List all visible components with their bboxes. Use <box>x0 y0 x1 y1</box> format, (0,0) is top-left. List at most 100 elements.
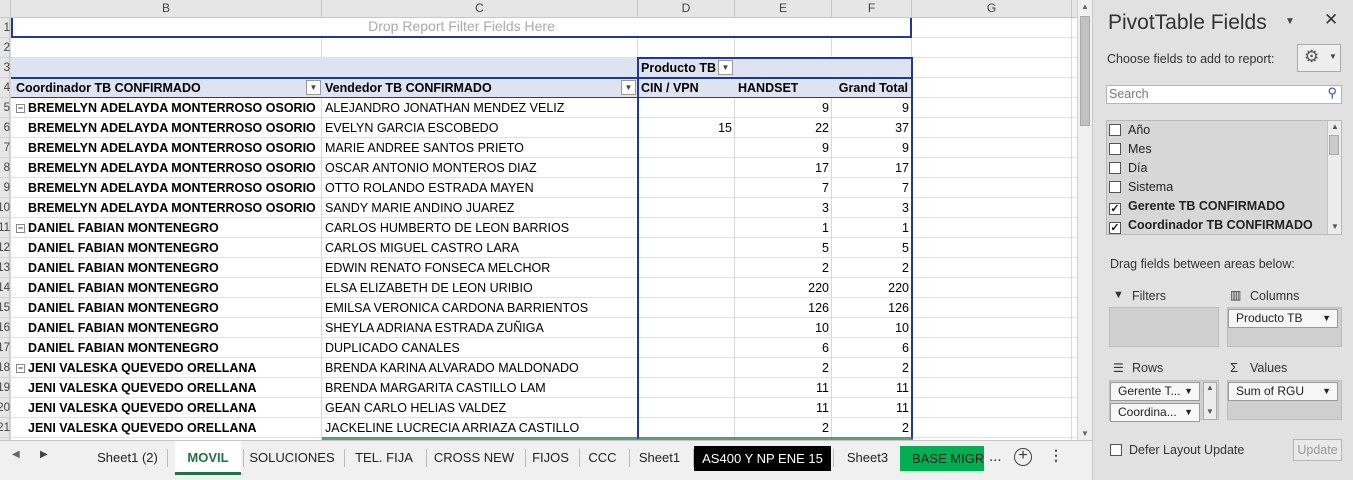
row-header[interactable]: 4 <box>0 78 10 98</box>
close-icon[interactable]: ✕ <box>1324 10 1339 29</box>
column-header-c[interactable]: C <box>322 0 638 18</box>
row-header[interactable]: 1 <box>0 18 10 38</box>
scroll-up-icon[interactable]: ▲ <box>1206 383 1214 392</box>
tab-scroll-right-icon[interactable]: ▶ <box>40 449 48 460</box>
pivot-coordinador-cell[interactable]: JENI VALESKA QUEVEDO ORELLANA <box>28 418 328 438</box>
pivot-value-total[interactable]: 1 <box>902 221 909 235</box>
more-sheets-ellipsis[interactable]: ... <box>989 448 1002 465</box>
row-header[interactable]: 6 <box>0 118 10 138</box>
pivot-coordinador-cell[interactable]: JENI VALESKA QUEVEDO ORELLANA <box>28 398 328 418</box>
scroll-up-icon[interactable]: ▲ <box>1081 2 1089 11</box>
pivot-value-handset[interactable]: 2 <box>822 421 829 435</box>
sheet-tab[interactable]: BASE MIGRA <box>900 446 984 471</box>
checkbox-icon[interactable] <box>1109 124 1121 136</box>
pivot-value-handset[interactable]: 11 <box>816 381 829 395</box>
field-search-box[interactable]: Search ⚲ <box>1106 85 1342 104</box>
rows-area-scrollbar[interactable]: ▲ ▼ <box>1203 382 1217 420</box>
pivot-vendedor-cell[interactable]: ELSA ELIZABETH DE LEON URIBIO <box>325 281 533 295</box>
sheet-tab[interactable]: CCC <box>588 450 617 465</box>
pivot-value-total[interactable]: 11 <box>896 381 909 395</box>
collapse-minus-icon[interactable]: − <box>16 363 25 373</box>
pivot-value-total[interactable]: 126 <box>888 301 909 315</box>
pivot-value-handset[interactable]: 5 <box>822 241 829 255</box>
pivot-value-total[interactable]: 5 <box>902 241 909 255</box>
defer-layout-checkbox[interactable]: Defer Layout Update <box>1110 443 1244 457</box>
pivot-value-total[interactable]: 2 <box>902 421 909 435</box>
row-header[interactable]: 17 <box>0 338 10 358</box>
column-header[interactable] <box>0 0 11 18</box>
field-settings-gear-button[interactable]: ⚙ ▼ <box>1297 44 1341 72</box>
row-header[interactable]: 2 <box>0 38 10 58</box>
tab-scroll-left-icon[interactable]: ◀ <box>12 449 20 460</box>
row-header[interactable]: 16 <box>0 318 10 338</box>
pivot-coordinador-cell[interactable]: DANIEL FABIAN MONTENEGRO <box>28 298 328 318</box>
pivot-vendedor-cell[interactable]: EVELYN GARCIA ESCOBEDO <box>325 121 499 135</box>
pivot-value-total[interactable]: 10 <box>895 321 909 335</box>
pivot-coordinador-cell[interactable]: − JENI VALESKA QUEVEDO ORELLANA <box>16 358 316 378</box>
row-header[interactable]: 12 <box>0 238 10 258</box>
sheet-tab[interactable]: SOLUCIONES <box>249 450 335 465</box>
field-list-item[interactable]: Año <box>1109 121 1150 140</box>
pivot-coordinador-cell[interactable]: DANIEL FABIAN MONTENEGRO <box>28 278 328 298</box>
pivot-value-total[interactable]: 220 <box>888 281 909 295</box>
checkbox-icon[interactable] <box>1109 143 1121 155</box>
column-header-e[interactable]: E <box>735 0 832 18</box>
collapse-minus-icon[interactable]: − <box>16 103 25 113</box>
row-header[interactable]: 10 <box>0 198 10 218</box>
pivot-coordinador-cell[interactable]: BREMELYN ADELAYDA MONTERROSO OSORIO <box>28 118 328 138</box>
more-options-icon[interactable]: ⋮ <box>1049 447 1063 463</box>
sheet-tab[interactable]: TEL. FIJA <box>355 450 413 465</box>
row-header[interactable]: 14 <box>0 278 10 298</box>
pivot-value-total[interactable]: 11 <box>896 401 909 415</box>
pivot-coordinador-cell[interactable]: BREMELYN ADELAYDA MONTERROSO OSORIO <box>28 158 328 178</box>
field-list-item[interactable]: ✓ Gerente TB CONFIRMADO <box>1109 197 1285 216</box>
pivot-vendedor-cell[interactable]: CARLOS MIGUEL CASTRO LARA <box>325 241 520 255</box>
pivot-coordinador-cell[interactable]: BREMELYN ADELAYDA MONTERROSO OSORIO <box>28 138 328 158</box>
row-header[interactable]: 5 <box>0 98 10 118</box>
row-header[interactable]: 3 <box>0 58 10 78</box>
scroll-up-icon[interactable]: ▲ <box>1331 122 1339 131</box>
pivot-vendedor-cell[interactable]: SHEYLA ADRIANA ESTRADA ZUÑIGA <box>325 321 544 335</box>
pivot-value-handset[interactable]: 10 <box>815 321 829 335</box>
pivot-value-total[interactable]: 7 <box>902 181 909 195</box>
pivot-vendedor-cell[interactable]: SANDY MARIE ANDINO JUAREZ <box>325 201 515 215</box>
row-header[interactable]: 11 <box>0 218 10 238</box>
column-header-g[interactable]: G <box>912 0 1072 18</box>
row-header[interactable]: 9 <box>0 178 10 198</box>
pivot-value-total[interactable]: 9 <box>902 101 909 115</box>
pivot-value-total[interactable]: 37 <box>895 121 909 135</box>
vertical-scrollbar[interactable]: ▲ ▼ <box>1077 0 1092 440</box>
update-button[interactable]: Update <box>1293 439 1342 461</box>
scroll-down-icon[interactable]: ▼ <box>1081 429 1089 438</box>
sheet-tab[interactable]: Sheet3 <box>846 450 889 465</box>
pivot-value-total[interactable]: 2 <box>902 361 909 375</box>
column-filter-icon[interactable]: ▼ <box>718 60 733 75</box>
collapse-minus-icon[interactable]: − <box>16 223 25 233</box>
search-input[interactable]: Search <box>1109 87 1149 101</box>
pivot-value-handset[interactable]: 2 <box>822 361 829 375</box>
row-header[interactable]: 8 <box>0 158 10 178</box>
field-list-item[interactable]: ✓ Coordinador TB CONFIRMADO <box>1109 216 1313 234</box>
pivot-vendedor-cell[interactable]: JACKELINE LUCRECIA ARRIAZA CASTILLO <box>325 421 580 435</box>
checkbox-icon[interactable] <box>1109 181 1121 193</box>
report-filter-drop-zone[interactable]: Drop Report Filter Fields Here <box>11 18 912 38</box>
filters-drop-area[interactable] <box>1109 307 1219 347</box>
field-list-scrollbar[interactable]: ▲ ▼ <box>1327 121 1341 234</box>
row-header[interactable]: 13 <box>0 258 10 278</box>
pivot-coordinador-cell[interactable]: − DANIEL FABIAN MONTENEGRO <box>16 218 316 238</box>
pivot-vendedor-cell[interactable]: BRENDA MARGARITA CASTILLO LAM <box>325 381 546 395</box>
add-sheet-icon[interactable]: + <box>1014 448 1032 466</box>
sheet-tab[interactable]: CROSS NEW <box>433 450 515 465</box>
pivot-vendedor-cell[interactable]: OTTO ROLANDO ESTRADA MAYEN <box>325 181 534 195</box>
columns-field-producto-tb[interactable]: Producto TB ▼ <box>1228 309 1338 328</box>
rows-field-coordinador[interactable]: Coordina... ▼ <box>1110 403 1200 422</box>
pivot-vendedor-cell[interactable]: EMILSA VERONICA CARDONA BARRIENTOS <box>325 301 589 315</box>
pivot-value-cin[interactable]: 15 <box>718 121 732 135</box>
checkbox-icon[interactable] <box>1109 162 1121 174</box>
pivot-value-total[interactable]: 6 <box>902 341 909 355</box>
pivot-value-handset[interactable]: 220 <box>808 281 829 295</box>
sheet-tab[interactable]: Sheet1 (2) <box>97 450 158 465</box>
pivot-value-total[interactable]: 9 <box>902 141 909 155</box>
pivot-value-handset[interactable]: 9 <box>822 101 829 115</box>
